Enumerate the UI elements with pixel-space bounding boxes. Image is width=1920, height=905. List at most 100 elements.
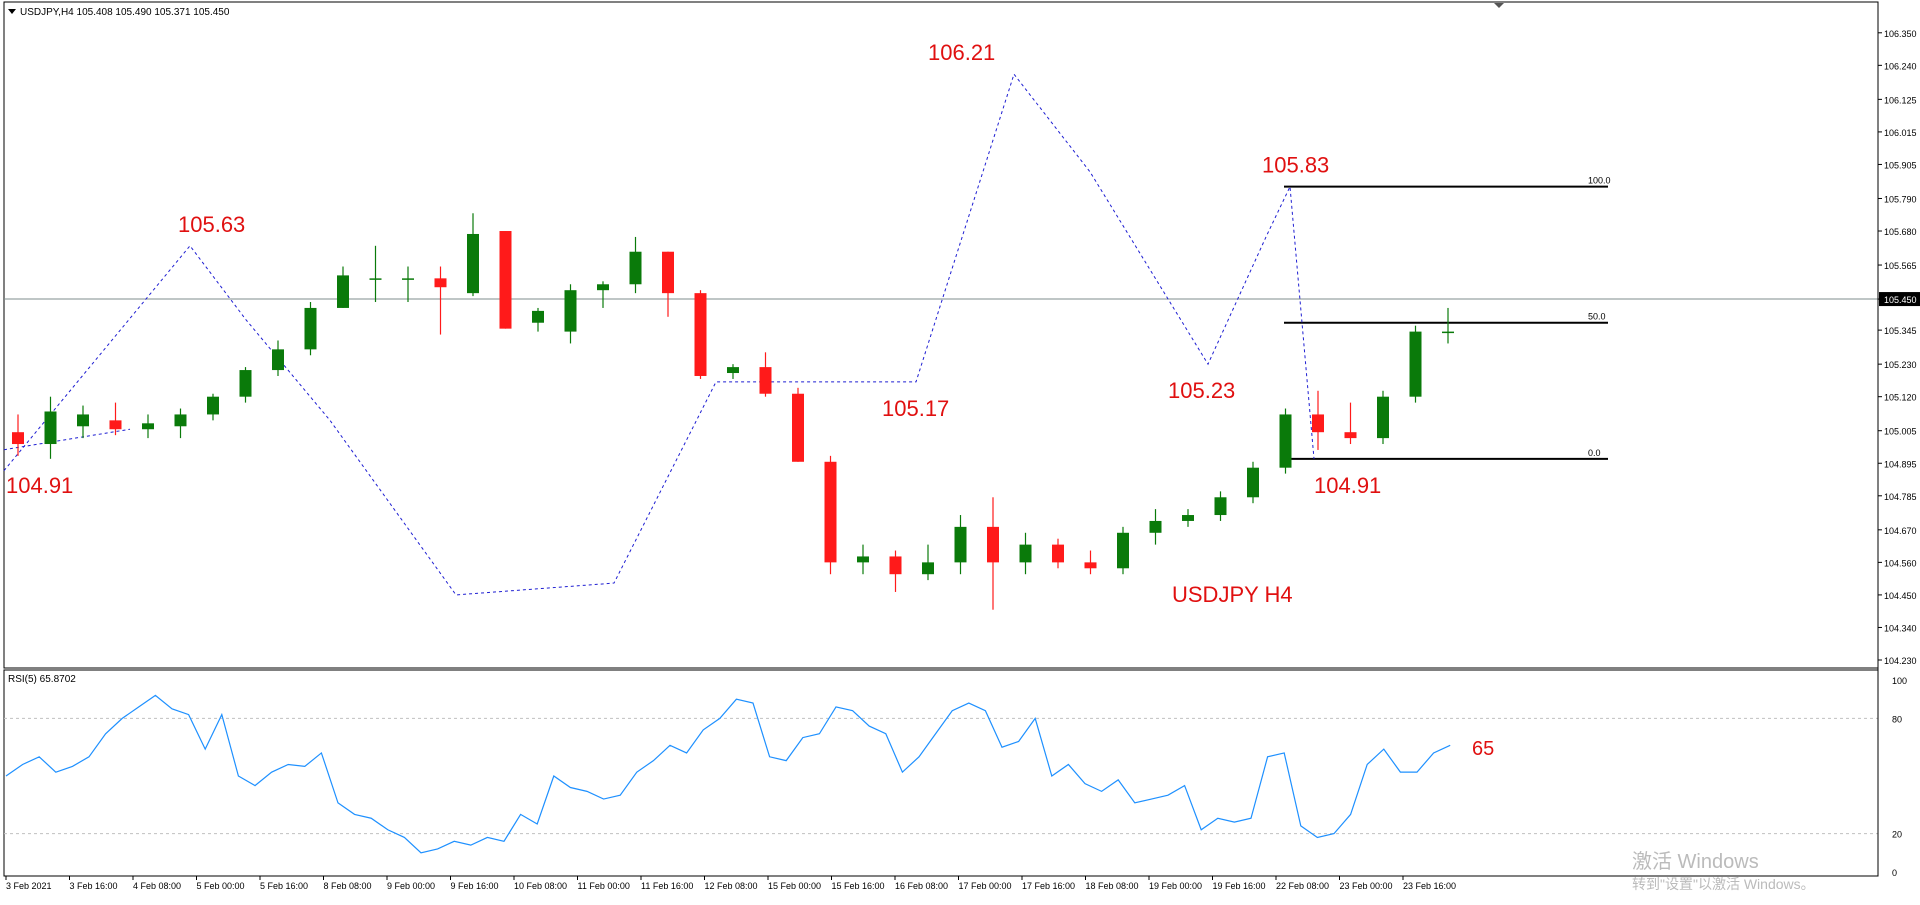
candle-body <box>272 349 284 371</box>
time-tick-label: 3 Feb 2021 <box>6 881 52 891</box>
fib-level-label: 100.0 <box>1588 176 1611 186</box>
candle-body <box>1052 544 1064 563</box>
price-tick-label: 104.560 <box>1884 558 1917 568</box>
price-annotation: 105.17 <box>882 396 949 421</box>
price-annotation: 105.23 <box>1168 378 1235 403</box>
time-tick-label: 8 Feb 08:00 <box>324 881 372 891</box>
candle-body <box>109 420 122 430</box>
time-tick-label: 9 Feb 00:00 <box>387 881 435 891</box>
price-tick-label: 104.670 <box>1884 526 1917 536</box>
candle-body <box>1442 331 1454 334</box>
price-tick-label: 105.905 <box>1884 160 1917 170</box>
time-tick-label: 19 Feb 00:00 <box>1149 881 1202 891</box>
price-tick-label: 106.015 <box>1884 128 1917 138</box>
fib-level-label: 0.0 <box>1588 448 1601 458</box>
time-tick-label: 16 Feb 08:00 <box>895 881 948 891</box>
candle-body <box>1279 414 1292 468</box>
rsi-panel-header: RSI(5) 65.8702 <box>8 674 76 685</box>
price-annotation: 106.21 <box>928 40 995 65</box>
price-tick-label: 105.345 <box>1884 326 1917 336</box>
price-tick-label: 105.680 <box>1884 227 1917 237</box>
time-tick-label: 15 Feb 00:00 <box>768 881 821 891</box>
candle-body <box>77 414 89 427</box>
fib-level-label: 50.0 <box>1588 312 1606 322</box>
candle-body <box>922 562 934 575</box>
candle-body <box>239 370 252 397</box>
price-tick-label: 106.240 <box>1884 61 1917 71</box>
candle-body <box>142 423 154 430</box>
candle-body <box>532 310 544 323</box>
candle-body <box>792 393 804 462</box>
candle-body <box>1084 562 1097 569</box>
current-price-label: 105.450 <box>1884 295 1917 305</box>
price-tick-label: 105.790 <box>1884 194 1917 204</box>
price-tick-label: 105.565 <box>1884 261 1917 271</box>
zigzag-layer <box>3 73 1315 596</box>
candle-body <box>467 233 479 294</box>
candle-body <box>1312 414 1324 433</box>
rsi-tick-label: 20 <box>1892 830 1902 840</box>
time-tick-label: 11 Feb 00:00 <box>578 881 630 891</box>
candle-body <box>174 414 187 427</box>
candle-body <box>1247 467 1259 498</box>
time-tick-label: 19 Feb 16:00 <box>1213 881 1266 891</box>
annotation-layer: 104.91 105.63 106.21 105.17 105.23 105.83 104.… <box>6 40 1381 498</box>
candle-body <box>629 251 642 285</box>
candle-body <box>44 411 57 445</box>
time-tick-label: 18 Feb 08:00 <box>1086 881 1139 891</box>
price-tick-label: 104.785 <box>1884 492 1917 502</box>
rsi-layer: 65 <box>4 694 1878 854</box>
candle-body <box>207 396 219 415</box>
dropdown-triangle-icon[interactable] <box>8 9 16 14</box>
time-tick-label: 17 Feb 16:00 <box>1022 881 1075 891</box>
candle-body <box>369 278 382 280</box>
candle-body <box>1214 497 1227 516</box>
zigzag-line <box>3 73 1315 596</box>
price-tick-label: 104.340 <box>1884 623 1917 633</box>
time-tick-label: 3 Feb 16:00 <box>70 881 118 891</box>
price-annotation: 105.83 <box>1262 153 1329 178</box>
price-tick-label: 106.125 <box>1884 95 1917 105</box>
fibonacci-layer: 100.0 50.0 0.0 <box>1284 176 1611 460</box>
candle-body <box>889 556 902 575</box>
price-tick-label: 105.120 <box>1884 393 1917 403</box>
candle-body <box>727 367 739 374</box>
rsi-value-label: 65 <box>1472 738 1494 760</box>
candle-body <box>564 290 577 332</box>
price-tick-label: 104.450 <box>1884 591 1917 601</box>
rsi-line <box>5 694 1451 854</box>
time-tick-label: 4 Feb 08:00 <box>133 881 181 891</box>
time-tick-label: 9 Feb 16:00 <box>451 881 499 891</box>
time-tick-label: 23 Feb 16:00 <box>1403 881 1456 891</box>
price-annotation: 105.63 <box>178 212 245 237</box>
os-activation-line1: 激活 Windows <box>1632 850 1759 873</box>
price-tick-label: 104.230 <box>1884 656 1917 666</box>
rsi-tick-label: 80 <box>1892 714 1902 724</box>
candles-layer <box>12 213 1454 610</box>
candle-body <box>1344 432 1357 439</box>
price-tick-label: 105.005 <box>1884 427 1917 437</box>
candle-body <box>759 367 772 394</box>
candle-body <box>987 526 999 563</box>
time-tick-label: 5 Feb 16:00 <box>260 881 308 891</box>
candle-body <box>954 526 967 563</box>
price-tick-label: 105.230 <box>1884 360 1917 370</box>
time-tick-label: 5 Feb 00:00 <box>197 881 245 891</box>
scroll-marker-icon[interactable] <box>1494 3 1504 8</box>
candle-body <box>1377 396 1389 439</box>
current-price-box <box>1879 292 1920 307</box>
symbol-watermark: USDJPY H4 <box>1172 582 1293 607</box>
time-tick-label: 23 Feb 00:00 <box>1340 881 1393 891</box>
time-tick-label: 10 Feb 08:00 <box>514 881 567 891</box>
rsi-tick-label: 0 <box>1892 868 1897 878</box>
candle-body <box>694 293 707 376</box>
price-panel-header: USDJPY,H4 105.408 105.490 105.371 105.45… <box>20 7 230 18</box>
price-annotation: 104.91 <box>6 473 73 498</box>
candle-body <box>402 278 414 280</box>
candle-body <box>434 278 447 288</box>
time-tick-label: 11 Feb 16:00 <box>641 881 693 891</box>
candle-body <box>662 251 674 294</box>
price-tick-label: 106.350 <box>1884 29 1917 39</box>
